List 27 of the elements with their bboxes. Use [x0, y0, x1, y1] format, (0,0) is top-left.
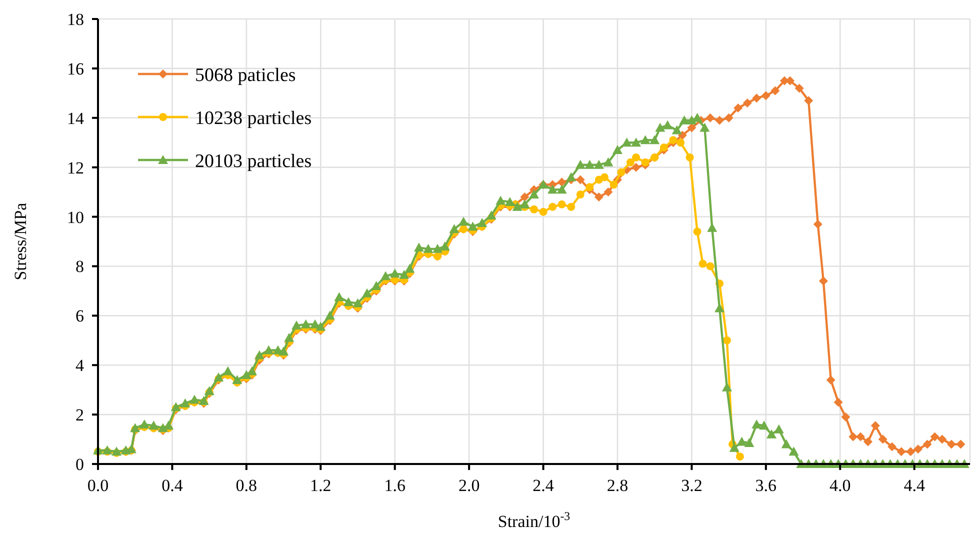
x-tick-label: 2.0: [458, 476, 480, 495]
x-axis-title: Strain/10$^{-3}$: [498, 509, 570, 531]
y-tick-label: 16: [67, 59, 84, 78]
y-tick-label: 14: [67, 108, 84, 128]
legend-label: 20103 particles: [195, 151, 312, 172]
legend-label: 5068 paticles: [195, 65, 296, 86]
x-tick-label: 0.0: [87, 476, 109, 495]
legend-label: 10238 particles: [195, 108, 312, 129]
x-tick-label: 2.4: [532, 476, 554, 495]
x-tick-label: 0.8: [236, 476, 258, 495]
y-axis-title: Stress/MPa: [11, 202, 30, 280]
y-tick-label: 6: [76, 306, 84, 326]
y-tick-label: 12: [67, 158, 84, 178]
x-tick-label: 1.6: [384, 476, 406, 495]
x-tick-label: 3.2: [681, 476, 702, 495]
x-tick-label: 1.2: [310, 476, 332, 495]
x-tick-label: 0.4: [162, 476, 184, 495]
y-tick-label: 4: [76, 356, 84, 376]
y-tick-label: 18: [67, 10, 84, 29]
x-tick-label: 4.0: [830, 476, 851, 495]
y-tick-label: 10: [67, 208, 84, 227]
x-tick-label: 4.4: [904, 476, 926, 495]
x-tick-label: 2.8: [606, 476, 628, 495]
y-tick-label: 8: [76, 257, 84, 276]
y-tick-label: 2: [76, 406, 84, 425]
x-tick-label: 3.6: [755, 476, 777, 495]
y-tick-label: 0: [76, 455, 84, 474]
